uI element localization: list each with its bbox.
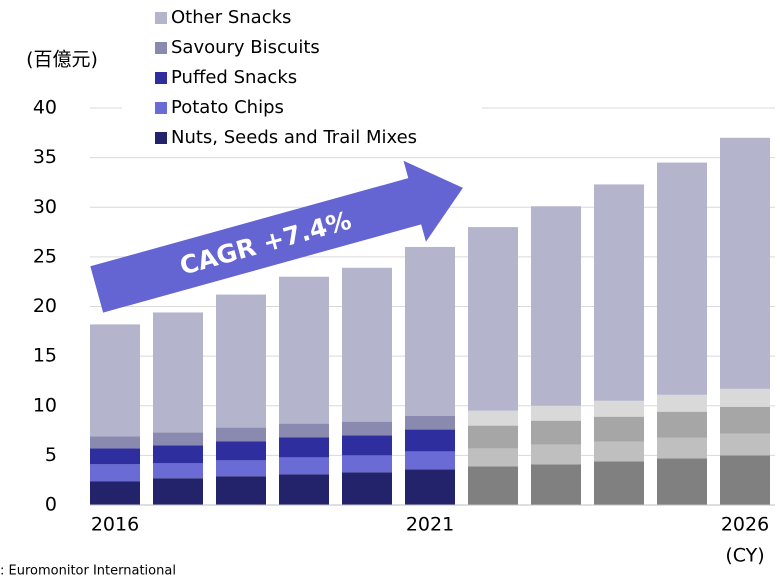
- bar-segment: [531, 444, 581, 465]
- y-axis-label: (百億元): [26, 49, 98, 71]
- bar-segment: [468, 425, 518, 449]
- y-tick-label: 40: [33, 97, 57, 119]
- bar-segment: [90, 436, 140, 449]
- x-tick-label: 2026: [721, 514, 769, 536]
- legend: Nuts, Seeds and Trail Mixes Potato Chips P…: [122, 0, 482, 152]
- legend-background: [122, 0, 482, 152]
- bar-segment: [405, 469, 455, 505]
- bar-segment: [153, 478, 203, 505]
- bar-segment: [216, 476, 266, 505]
- y-tick-label: 25: [33, 245, 57, 267]
- bar-segment: [720, 433, 770, 456]
- bar-segment: [531, 464, 581, 505]
- x-tick-label: 2021: [406, 514, 454, 536]
- bars: 2016 2021 2026: [90, 137, 775, 536]
- bar-segment: [279, 276, 329, 424]
- bar-segment: [657, 394, 707, 412]
- bar-segment: [405, 246, 455, 416]
- bar-segment: [594, 416, 644, 442]
- bar-segment: [342, 435, 392, 456]
- bar-segment: [153, 432, 203, 446]
- legend-label: Other Snacks: [171, 7, 291, 28]
- y-tick-label: 10: [33, 394, 57, 416]
- bar-segment: [153, 312, 203, 433]
- x-tick-label: 2016: [91, 514, 139, 536]
- bar-segment: [342, 267, 392, 422]
- bar-segment: [342, 421, 392, 436]
- legend-swatch: [155, 72, 167, 84]
- bar-segment: [90, 324, 140, 437]
- legend-swatch: [155, 12, 167, 24]
- bar-segment: [216, 294, 266, 428]
- bar-segment: [720, 455, 770, 505]
- bar-segment: [279, 474, 329, 505]
- bar-segment: [342, 472, 392, 505]
- bar-segment: [531, 405, 581, 421]
- bar-segment: [90, 464, 140, 482]
- y-tick-label: 30: [33, 196, 57, 218]
- bar-segment: [216, 441, 266, 461]
- source: : Euromonitor International: [0, 564, 176, 576]
- y-tick-label: 15: [33, 345, 57, 367]
- bar-segment: [342, 455, 392, 473]
- bar-segment: [216, 427, 266, 442]
- bar-segment: [90, 448, 140, 465]
- bar-segment: [405, 429, 455, 452]
- bar-segment: [657, 437, 707, 459]
- bar-segment: [531, 420, 581, 445]
- bar-segment: [468, 410, 518, 426]
- bar-segment: [90, 481, 140, 505]
- bar-segment: [153, 445, 203, 464]
- bar-segment: [279, 437, 329, 458]
- legend-label: Savoury Biscuits: [171, 37, 320, 58]
- bar-segment: [279, 423, 329, 438]
- bar-segment: [594, 184, 644, 401]
- arrow-shape: [90, 160, 463, 313]
- y-tick-label: 5: [45, 444, 57, 466]
- bar-segment: [720, 388, 770, 407]
- bar-segment: [216, 460, 266, 477]
- bar-segment: [153, 463, 203, 479]
- bar-segment: [531, 206, 581, 406]
- legend-label: Potato Chips: [171, 97, 284, 118]
- bar-segment: [657, 162, 707, 395]
- y-tick-label: 35: [33, 146, 57, 168]
- y-tick-label: 20: [33, 295, 57, 317]
- legend-label: Puffed Snacks: [171, 67, 297, 88]
- bar-segment: [720, 137, 770, 389]
- bar-segment: [657, 458, 707, 505]
- x-axis-label: (CY): [725, 545, 764, 567]
- bar-segment: [594, 461, 644, 505]
- legend-swatch: [155, 42, 167, 54]
- bar-segment: [279, 457, 329, 475]
- bar-segment: [468, 448, 518, 467]
- bar-segment: [594, 441, 644, 462]
- bar-segment: [720, 406, 770, 434]
- bar-segment: [468, 466, 518, 505]
- legend-swatch: [155, 132, 167, 144]
- legend-label: Nuts, Seeds and Trail Mixes: [171, 127, 417, 148]
- y-tick-label: 0: [45, 494, 57, 516]
- legend-swatch: [155, 102, 167, 114]
- bar-segment: [594, 400, 644, 417]
- bar-segment: [468, 227, 518, 411]
- bar-segment: [405, 415, 455, 430]
- bar-segment: [405, 451, 455, 470]
- bar-segment: [657, 411, 707, 438]
